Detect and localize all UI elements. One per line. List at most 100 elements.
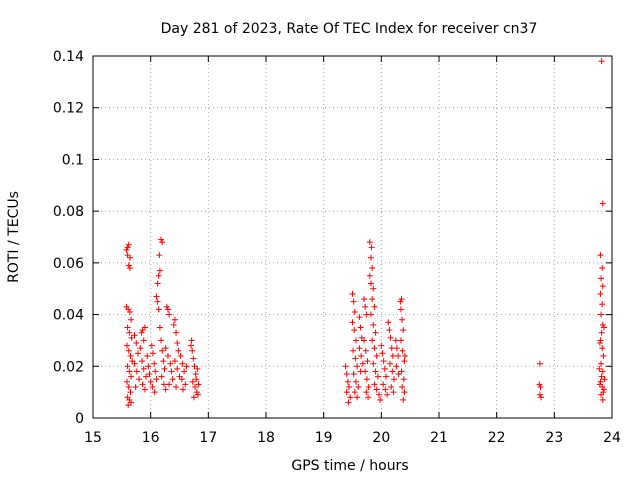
- data-point: [377, 396, 384, 403]
- data-point: [388, 383, 395, 390]
- data-point: [351, 327, 358, 334]
- y-tick-label: 0: [75, 411, 84, 427]
- data-point: [128, 399, 135, 406]
- data-point: [345, 399, 352, 406]
- data-point: [193, 389, 200, 396]
- x-tick-label: 21: [430, 430, 448, 446]
- data-point: [372, 329, 379, 336]
- data-point: [192, 371, 199, 378]
- data-point: [401, 358, 408, 365]
- data-point: [138, 329, 145, 336]
- data-point: [125, 241, 132, 248]
- data-point: [156, 252, 163, 259]
- data-point: [181, 368, 188, 375]
- data-point: [367, 311, 374, 318]
- data-point: [160, 358, 167, 365]
- data-point: [133, 340, 140, 347]
- data-point: [600, 324, 607, 331]
- data-point: [175, 347, 182, 354]
- data-point: [155, 272, 162, 279]
- data-point: [141, 386, 148, 393]
- data-point: [598, 311, 605, 318]
- y-axis-ticks: 0 0.02 0.04 0.06 0.08 0.1 0.12 0.14: [53, 49, 612, 427]
- data-point: [367, 254, 374, 261]
- data-point: [352, 355, 359, 362]
- data-point: [188, 342, 195, 349]
- data-point: [362, 347, 369, 354]
- data-point: [153, 293, 160, 300]
- x-tick-label: 16: [142, 430, 160, 446]
- data-point: [164, 306, 171, 313]
- data-point: [371, 381, 378, 388]
- data-point: [194, 391, 201, 398]
- data-point: [140, 337, 147, 344]
- data-point: [599, 283, 606, 290]
- data-point: [366, 239, 373, 246]
- data-point: [343, 371, 350, 378]
- data-point: [536, 391, 543, 398]
- data-point: [133, 368, 140, 375]
- data-point: [128, 373, 135, 380]
- data-point: [350, 347, 357, 354]
- data-point: [155, 306, 162, 313]
- data-point: [397, 337, 404, 344]
- data-point: [368, 244, 375, 251]
- data-point: [361, 337, 368, 344]
- data-point: [352, 337, 359, 344]
- data-point: [128, 316, 135, 323]
- data-point: [169, 376, 176, 383]
- y-tick-label: 0.08: [53, 204, 84, 220]
- data-point: [598, 58, 605, 65]
- data-point: [373, 352, 380, 359]
- x-tick-label: 24: [603, 430, 621, 446]
- x-axis-ticks: 15 16 17 18 19 20 21 22 23 24: [84, 56, 621, 446]
- data-point: [598, 391, 605, 398]
- data-point: [162, 345, 169, 352]
- data-point: [164, 352, 171, 359]
- data-point: [127, 389, 134, 396]
- data-point: [126, 368, 133, 375]
- data-point: [346, 383, 353, 390]
- data-point: [170, 321, 177, 328]
- y-tick-label: 0.1: [62, 152, 84, 168]
- data-point: [158, 337, 165, 344]
- data-point: [139, 381, 146, 388]
- data-point: [391, 376, 398, 383]
- data-point: [160, 381, 167, 388]
- x-tick-label: 20: [372, 430, 390, 446]
- data-point: [195, 381, 202, 388]
- data-point: [126, 265, 133, 272]
- data-point: [371, 303, 378, 310]
- data-point: [151, 389, 158, 396]
- x-axis-label: GPS time / hours: [291, 458, 408, 474]
- data-point: [395, 352, 402, 359]
- data-point: [159, 239, 166, 246]
- data-point: [344, 378, 351, 385]
- data-point: [369, 337, 376, 344]
- data-point: [356, 314, 363, 321]
- x-tick-label: 22: [488, 430, 506, 446]
- data-point: [389, 352, 396, 359]
- data-point: [167, 360, 174, 367]
- data-point: [598, 275, 605, 282]
- data-point: [363, 389, 370, 396]
- data-point: [131, 332, 138, 339]
- data-point: [384, 391, 391, 398]
- data-point: [188, 337, 195, 344]
- data-point: [126, 329, 133, 336]
- data-point: [125, 402, 132, 409]
- data-point: [380, 358, 387, 365]
- data-point: [359, 360, 366, 367]
- data-point: [128, 334, 135, 341]
- data-point: [350, 371, 357, 378]
- data-point: [371, 345, 378, 352]
- data-point: [367, 280, 374, 287]
- x-tick-label: 18: [257, 430, 275, 446]
- data-point: [599, 321, 606, 328]
- x-tick-label: 15: [84, 430, 102, 446]
- data-point: [354, 363, 361, 370]
- data-point: [154, 280, 161, 287]
- data-point: [173, 329, 180, 336]
- data-point: [393, 345, 400, 352]
- data-point: [143, 373, 150, 380]
